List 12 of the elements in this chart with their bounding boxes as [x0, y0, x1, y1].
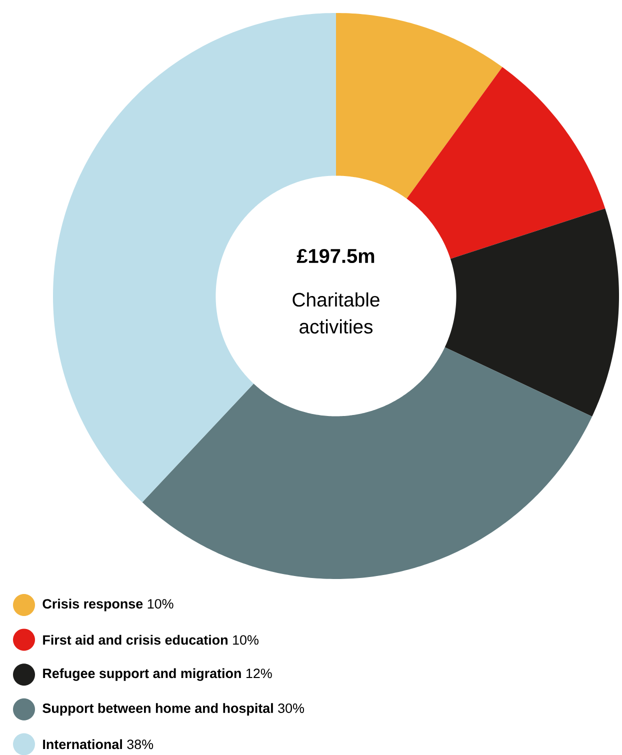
data-label: 12% [246, 668, 272, 678]
data-label: 30% [278, 703, 304, 713]
legend-label: Refugee support and migration [43, 668, 241, 681]
text: £197.5m [296, 248, 374, 264]
data-label: 38% [127, 740, 154, 750]
text: Charitable activities [292, 292, 380, 334]
data-label: 10% [233, 635, 258, 645]
legend-label: Support between home and hospital [42, 703, 273, 716]
legend-label: International [43, 739, 122, 750]
data-label: 10% [148, 599, 174, 609]
legend-label: First aid and crisis education [43, 634, 228, 645]
legend-label: Crisis response [42, 598, 143, 612]
